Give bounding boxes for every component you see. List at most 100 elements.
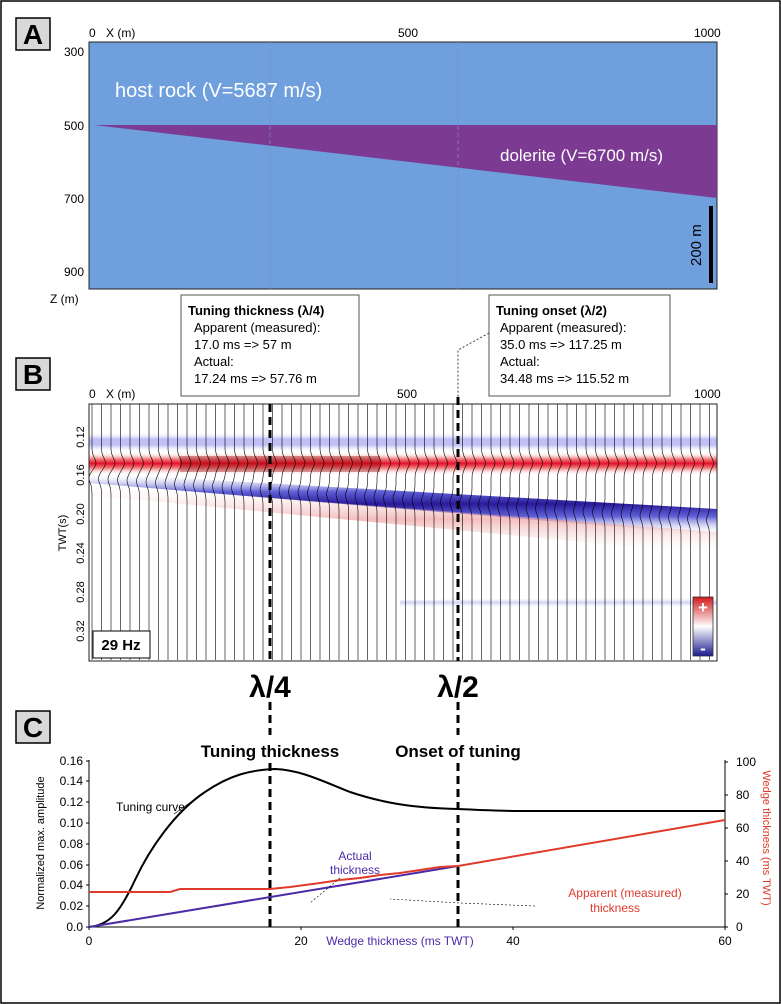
panel-b-y-tick-012: 0.12 (75, 426, 87, 447)
scale-bar-label: 200 m (688, 224, 705, 266)
seismic-trace (516, 404, 524, 660)
seismic-trace (107, 404, 116, 660)
tuning-curve (88, 767, 725, 928)
seismic-trace (639, 404, 648, 660)
panel-a-letter: A (23, 19, 43, 50)
seismic-trace (145, 404, 154, 660)
panel-a-letter-box (15, 17, 51, 51)
actual-thickness-line (88, 865, 459, 928)
quarter-wavelength-marker: λ/4 (249, 671, 291, 704)
seismic-trace (582, 404, 591, 660)
left-tick-002: 0.02 (60, 899, 84, 913)
dolerite-wedge (94, 125, 717, 198)
onset-box-line-1: Apparent (measured): (500, 320, 626, 335)
amplitude-colorbar (692, 596, 714, 657)
left-tick-0: 0.0 (66, 920, 83, 934)
seismic-base-trough (89, 473, 717, 535)
seismic-trace (136, 404, 144, 660)
seismic-trace (535, 404, 543, 660)
tuning-box-line-1: Apparent (measured): (194, 320, 320, 335)
x-tick-20: 20 (294, 934, 308, 948)
seismic-trace (592, 404, 600, 660)
seismic-trace (202, 404, 211, 660)
panel-b-letter-box (15, 357, 51, 391)
seismic-trace (288, 404, 296, 660)
panel-c-tick-marks (86, 760, 728, 930)
seismic-trace (240, 404, 249, 660)
onset-box-line-4: 34.48 ms => 115.52 m (500, 371, 629, 386)
left-tick-012: 0.12 (60, 795, 84, 809)
left-tick-016: 0.16 (60, 754, 84, 768)
tuning-onset-box: Tuning onset (λ/2) Apparent (measured): … (488, 294, 671, 397)
seismic-trace (231, 404, 239, 660)
left-tick-008: 0.08 (60, 837, 84, 851)
seismic-trace (687, 404, 695, 660)
tuning-curve-leader (173, 791, 206, 815)
tuning-box-title: Tuning thickness (λ/4) (188, 303, 324, 318)
seismic-trace (316, 404, 325, 660)
panel-c-letter: C (23, 712, 43, 743)
x-tick-0: 0 (86, 934, 93, 948)
right-tick-100: 100 (736, 755, 756, 769)
tuning-box-line-3: Actual: (194, 354, 234, 369)
panel-a-z-tick-500: 500 (64, 119, 84, 133)
panel-c-right-axis-label: Wedge thickness (ms TWT) (760, 770, 772, 905)
seismic-trace (620, 404, 629, 660)
seismic-trace (573, 404, 581, 660)
seismic-trace (525, 404, 534, 660)
dolerite-label: dolerite (V=6700 m/s) (500, 146, 663, 165)
apparent-annotation-leader (389, 898, 536, 907)
panel-b: B 0 X (m) 500 1000 (15, 357, 721, 704)
seismic-trace (668, 404, 676, 660)
panel-a-z-axis-label: Z (m) (50, 292, 79, 306)
seismic-trace (440, 404, 448, 660)
seismic-trace (89, 404, 97, 660)
seismic-trace (221, 404, 230, 660)
right-tick-0: 0 (736, 920, 743, 934)
seismic-trace (402, 404, 410, 660)
host-rock-label: host rock (V=5687 m/s) (115, 80, 322, 102)
panel-a-x-tick-0: 0 (89, 26, 96, 40)
seismic-trace (421, 404, 429, 660)
seismic-base-sidelobe (89, 484, 717, 555)
tuning-thickness-label: Tuning thickness (201, 742, 340, 761)
seismic-trace (468, 404, 477, 660)
seismic-trace (411, 404, 420, 660)
seismic-trace (649, 404, 657, 660)
seismic-trace (98, 404, 106, 660)
panel-c: C Tuning thickness Onset of tuning 0.0 0… (15, 702, 772, 948)
seismic-frame (88, 403, 718, 662)
panel-b-x-axis-label: X (m) (106, 387, 135, 401)
seismic-trace (449, 404, 458, 660)
panel-a-x-tick-1000: 1000 (694, 26, 721, 40)
half-wavelength-marker: λ/2 (437, 671, 479, 704)
panel-b-x-tick-1000: 1000 (694, 387, 721, 401)
panel-b-y-axis-label: TWT(s) (57, 515, 69, 552)
seismic-trace (601, 404, 610, 660)
seismic-trace (297, 404, 306, 660)
seismic-trace (278, 404, 287, 660)
seismic-trace (630, 404, 638, 660)
seismic-trace (611, 404, 619, 660)
actual-annotation-line-1: Actual (338, 849, 371, 863)
apparent-annotation-line-2: thickness (590, 901, 640, 915)
right-tick-40: 40 (736, 854, 750, 868)
seismic-trace (544, 404, 553, 660)
seismic-trace (563, 404, 572, 660)
apparent-annotation-line-1: Apparent (measured) (568, 886, 681, 900)
seismic-trace (506, 404, 515, 660)
seismic-trace (392, 404, 401, 660)
seismic-trace (117, 404, 125, 660)
left-tick-014: 0.14 (60, 774, 84, 788)
tuning-thickness-box: Tuning thickness (λ/4) Apparent (measure… (180, 294, 360, 397)
onset-box-title: Tuning onset (λ/2) (496, 303, 607, 318)
seismic-trace (658, 404, 667, 660)
panel-c-left-axis-label: Normalized max. amplitude (35, 776, 47, 909)
apparent-thickness-line (89, 819, 726, 893)
seismic-trace (364, 404, 372, 660)
seismic-trace (554, 404, 562, 660)
right-tick-20: 20 (736, 887, 750, 901)
panel-b-x-tick-500: 500 (397, 387, 417, 401)
panel-a-x-tick-500: 500 (398, 26, 418, 40)
